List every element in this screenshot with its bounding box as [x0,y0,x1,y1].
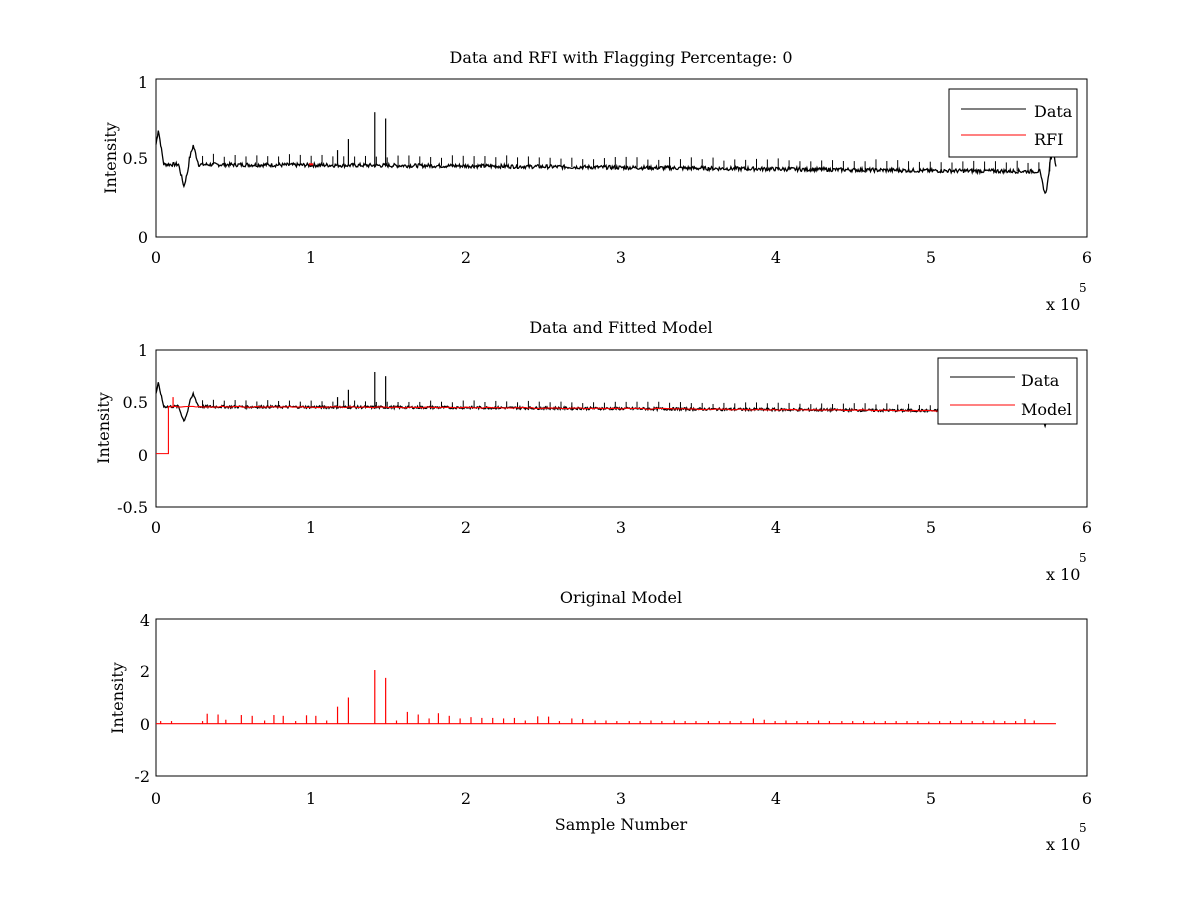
panel-1-x-multiplier: x 10 [1046,295,1080,314]
panel-2: Data and Fitted Model 0 1 2 3 4 5 6 -0.5… [94,318,1092,584]
panel-1-x-tick-label: 6 [1082,248,1092,267]
panel-2-y-axis-label: Intensity [94,392,113,464]
series-line-data [155,382,1057,429]
panel-1-x-tick-label: 2 [461,248,471,267]
panel-3-x-tick-label: 5 [926,789,936,808]
legend-label-rfi: RFI [1034,130,1063,149]
panel-2-y-tick-labels: -0.5 0 0.5 1 [117,341,148,517]
panel-3-y-tick-label: 2 [140,662,150,681]
panel-2-x-tick-label: 4 [771,518,781,537]
panel-2-x-tick-label: 1 [306,518,316,537]
panel-1-y-tick-label: 1 [138,73,148,92]
panel-1-x-tick-label: 1 [306,248,316,267]
panel-2-axes-box [155,349,1088,508]
panel-3-plot-area [156,670,1056,725]
panel-1-axes-box [155,78,1088,238]
panel-1-y-tick-label: 0.5 [123,149,148,168]
panel-1-x-tick-label: 4 [771,248,781,267]
legend-label-data: Data [1021,371,1060,390]
panel-2-x-tick-labels: 0 1 2 3 4 5 6 [151,518,1092,537]
panel-1-x-tick-label: 5 [926,248,936,267]
panel-3-x-tick-label: 0 [151,789,161,808]
panel-3-y-tick-label: -2 [134,767,150,786]
panel-1-legend-box [948,88,1078,158]
panel-2-legend: Data Model [937,357,1078,425]
panel-1-x-multiplier-exponent: 5 [1079,281,1087,295]
panel-3-x-tick-label: 6 [1082,789,1092,808]
panel-3-y-tick-label: 0 [140,715,150,734]
panel-3-y-axis-label: Intensity [108,662,127,734]
panel-3-y-tick-label: 4 [140,611,150,630]
panel-3-x-multiplier-exponent: 5 [1079,821,1087,835]
panel-1-x-tick-label: 3 [616,248,626,267]
panel-2-plot-area [155,371,1057,455]
panel-3-y-tick-labels: -2 0 2 4 [134,611,150,786]
panel-1-plot-area [155,112,1057,195]
panel-3-x-multiplier: x 10 [1046,835,1080,854]
panel-3-x-tick-label: 2 [461,789,471,808]
panel-3-x-tick-labels: 0 1 2 3 4 5 6 [151,789,1092,808]
panel-2-title: Data and Fitted Model [529,318,712,337]
panel-1-x-tick-labels: 0 1 2 3 4 5 6 [151,248,1092,267]
panel-3-x-tick-label: 1 [306,789,316,808]
series-line-model [156,405,1057,455]
panel-2-x-tick-label: 6 [1082,518,1092,537]
panel-3-x-tick-label: 4 [771,789,781,808]
legend-label-model: Model [1021,400,1072,419]
panel-2-x-tick-label: 3 [616,518,626,537]
series-line-data [155,130,1057,195]
panel-3-title: Original Model [560,588,682,607]
panel-2-x-tick-label: 5 [926,518,936,537]
panel-2-y-tick-label: 0 [138,446,148,465]
panel-2-x-tick-label: 0 [151,518,161,537]
legend-label-data: Data [1034,102,1073,121]
panel-1-y-tick-labels: 0 0.5 1 [123,73,148,247]
panel-2-y-tick-label: -0.5 [117,498,148,517]
panel-3-x-tick-label: 3 [616,789,626,808]
panel-2-x-multiplier-exponent: 5 [1079,551,1087,565]
panel-1-y-axis-label: Intensity [101,122,120,194]
panel-3-axes-box [155,618,1088,777]
panel-3: Original Model 0 1 2 3 4 5 6 -2 0 2 4 In… [108,588,1092,854]
panel-2-x-multiplier: x 10 [1046,565,1080,584]
panel-1-legend: Data RFI [948,88,1078,158]
panel-1: Data and RFI with Flagging Percentage: 0… [101,48,1092,314]
panel-1-x-tick-label: 0 [151,248,161,267]
panel-2-y-tick-label: 0.5 [123,393,148,412]
panel-1-title: Data and RFI with Flagging Percentage: 0 [449,48,792,67]
panel-3-x-axis-label: Sample Number [555,815,688,834]
panel-1-y-tick-label: 0 [138,228,148,247]
panel-2-x-tick-label: 2 [461,518,471,537]
panel-2-legend-box [937,357,1078,425]
panel-2-y-tick-label: 1 [138,341,148,360]
